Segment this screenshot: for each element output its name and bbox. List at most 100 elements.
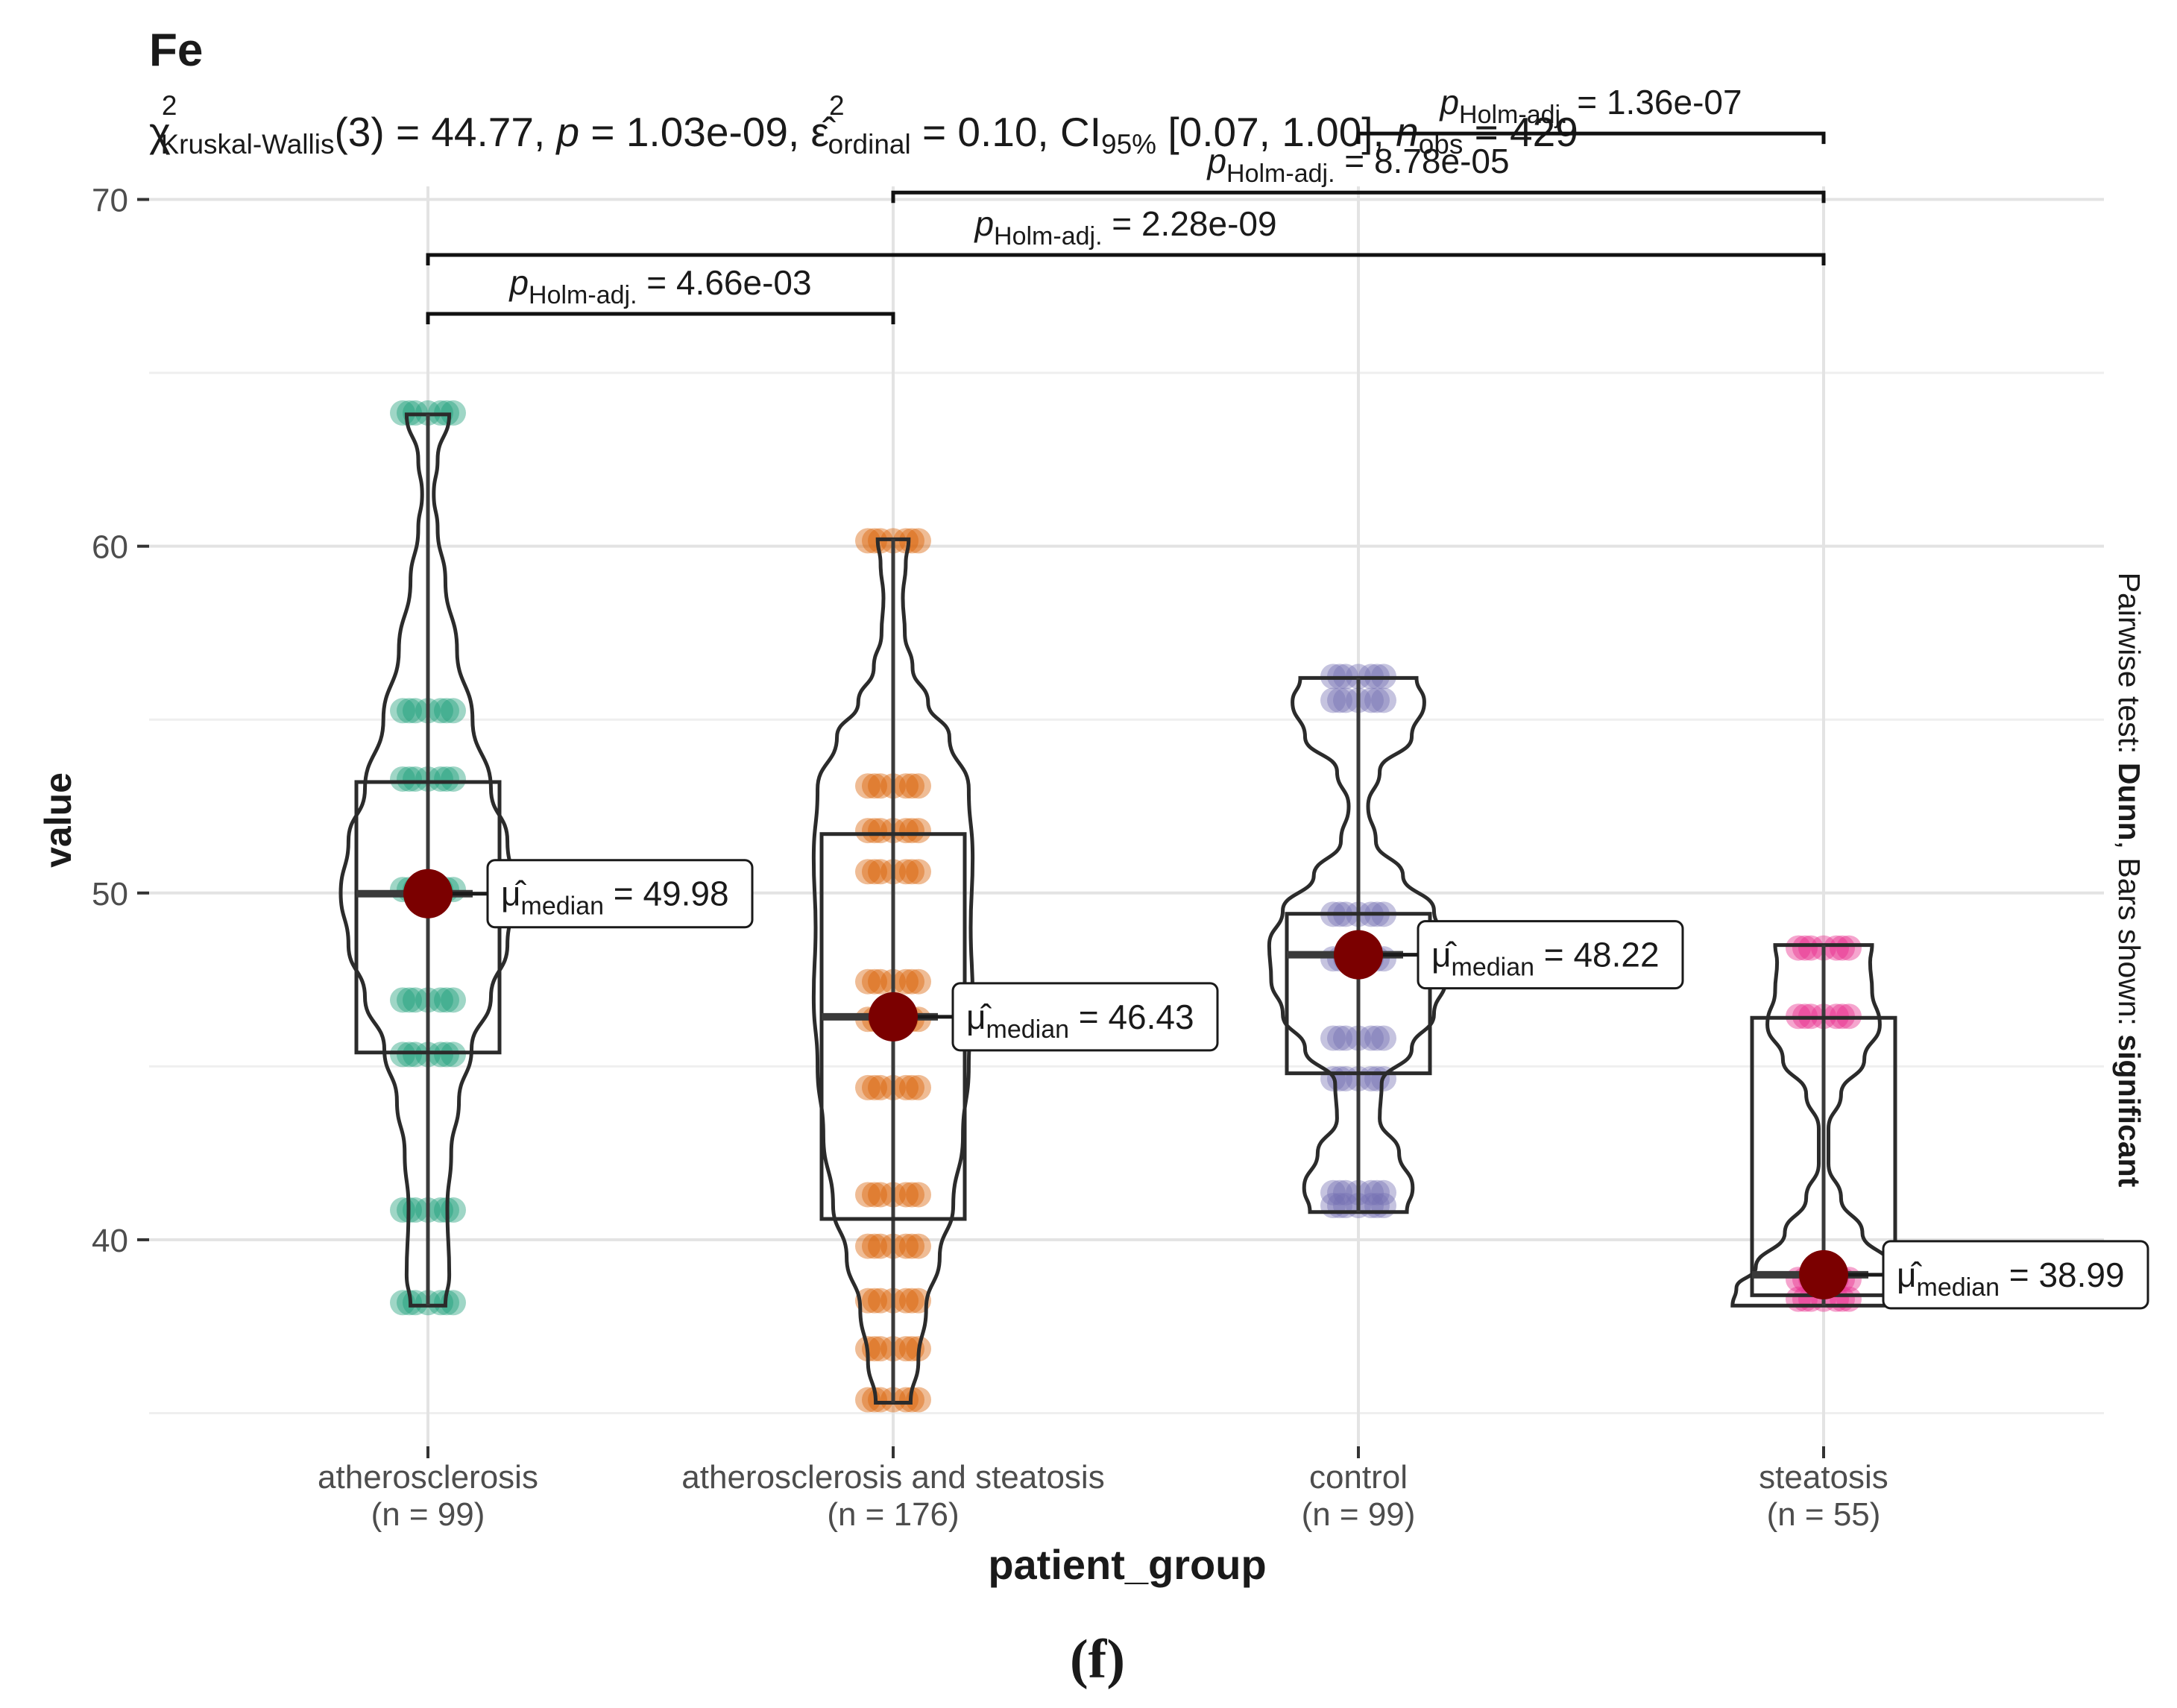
data-point <box>906 818 931 844</box>
comparison-eq: = <box>1103 204 1141 243</box>
subtitle-eps-value: = 0.10, CI <box>911 109 1101 155</box>
comparison-2: pHolm-adj. = 8.78e-05 <box>891 142 1826 204</box>
data-point <box>434 766 459 792</box>
comparison-p: p <box>1206 142 1226 180</box>
box-2 <box>1285 912 1432 1076</box>
x-tick-n-label-2: (n = 99) <box>1302 1496 1416 1533</box>
comparison-eq: = <box>637 263 676 302</box>
comparison-3: pHolm-adj. = 1.36e-07 <box>1356 83 1826 145</box>
comparison-value: 1.36e-07 <box>1607 83 1742 122</box>
data-point <box>1836 935 1862 961</box>
data-point <box>893 968 919 995</box>
data-point <box>428 766 453 792</box>
y-axis-label: value <box>37 772 79 868</box>
data-point <box>1333 1025 1358 1051</box>
data-point <box>1364 687 1390 713</box>
data-point <box>906 859 931 885</box>
data-point <box>862 1233 887 1259</box>
median-label-sub: median <box>1917 1273 2000 1302</box>
x-axis: atherosclerosis (n = 99) atherosclerosis a… <box>318 1446 1888 1533</box>
data-point <box>906 1182 931 1208</box>
median-label-2: μ̂median = 48.22 <box>1431 936 1660 982</box>
right-caption-test: Dunn <box>2112 763 2146 841</box>
comparison-eq: = <box>1335 142 1374 180</box>
comparison-p: p <box>973 204 994 243</box>
data-point <box>899 1182 924 1208</box>
group-3: μ̂median = 38.99 <box>1730 935 2149 1312</box>
violin-0 <box>338 412 517 1308</box>
data-point <box>862 1182 887 1208</box>
comparison-label-2: pHolm-adj. = 8.78e-05 <box>1206 142 1509 188</box>
median-point-0 <box>403 869 453 918</box>
data-point <box>862 1288 887 1314</box>
y-axis: 40 50 60 70 <box>92 183 149 1259</box>
data-point <box>397 1041 422 1068</box>
subtitle-p-symbol: p <box>555 109 580 155</box>
y-tick-label-60: 60 <box>92 529 128 566</box>
data-point <box>862 818 887 844</box>
data-point <box>1358 1025 1384 1051</box>
data-point <box>855 818 880 844</box>
x-tick-label-1: atherosclerosis and steatosis <box>681 1459 1104 1496</box>
right-caption: Pairwise test: Dunn, Bars shown: signifi… <box>2112 573 2146 1188</box>
data-point <box>1320 1025 1346 1051</box>
subtitle-chi-sub: Kruskal-Wallis <box>160 129 334 160</box>
data-point <box>868 1074 893 1100</box>
data-point <box>1798 935 1824 961</box>
data-point <box>1358 687 1384 713</box>
data-point <box>390 987 415 1013</box>
data-point <box>906 968 931 995</box>
subtitle-ci: [0.07, 1.00], <box>1156 109 1396 155</box>
data-point <box>390 1041 415 1068</box>
data-point <box>1358 1179 1384 1206</box>
comparison-1: pHolm-adj. = 2.28e-09 <box>426 204 1826 265</box>
data-point <box>1320 1179 1346 1206</box>
data-point <box>397 766 422 792</box>
data-point <box>906 1233 931 1259</box>
comparison-value: 2.28e-09 <box>1141 204 1277 243</box>
comparison-bracket-3 <box>1356 131 1826 145</box>
data-point <box>390 698 415 724</box>
data-point <box>868 1182 893 1208</box>
data-point <box>855 1233 880 1259</box>
comparison-p-sub: Holm-adj. <box>1459 101 1567 129</box>
subtitle-df: (3) = 44.77, <box>334 109 556 155</box>
data-point <box>855 968 880 995</box>
chart-title: Fe <box>149 25 203 76</box>
data-point <box>899 818 924 844</box>
data-point <box>1327 1179 1352 1206</box>
group-1: μ̂median = 46.43 <box>811 528 1219 1413</box>
data-point <box>906 528 931 554</box>
y-tick-label-70: 70 <box>92 183 128 219</box>
x-tick-label-0: atherosclerosis <box>318 1459 538 1496</box>
comparison-label-3: pHolm-adj. = 1.36e-07 <box>1438 83 1742 129</box>
median-label-box-0 <box>486 859 754 929</box>
data-point <box>1824 935 1849 961</box>
median-point-1 <box>869 992 918 1041</box>
y-tick-label-40: 40 <box>92 1223 128 1259</box>
data-point <box>1327 1065 1352 1091</box>
data-point <box>1371 687 1396 713</box>
data-point <box>1333 687 1358 713</box>
data-point <box>1333 1179 1358 1206</box>
comparison-p: p <box>508 263 529 302</box>
data-point <box>899 1074 924 1100</box>
panel-label: (f) <box>1070 1629 1125 1690</box>
data-point <box>1364 1065 1390 1091</box>
groups: μ̂median = 49.98 μ̂median = 46.43 μ̂median… <box>338 400 2149 1413</box>
subtitle-chi-sup: 2 <box>162 90 177 121</box>
data-point <box>868 818 893 844</box>
comparison-eq: = <box>1568 83 1607 122</box>
comparison-p-sub: Holm-adj. <box>529 281 637 309</box>
y-tick-label-50: 50 <box>92 876 128 913</box>
subtitle-eps-sup: 2 <box>829 90 845 121</box>
median-label-eq: = <box>604 875 643 913</box>
median-label-0: μ̂median = 49.98 <box>501 875 729 921</box>
data-point <box>868 1336 893 1362</box>
data-point <box>868 773 893 799</box>
data-point <box>868 859 893 885</box>
data-point <box>855 1074 880 1100</box>
data-point <box>855 1182 880 1208</box>
median-label-eq: = <box>1069 998 1108 1036</box>
